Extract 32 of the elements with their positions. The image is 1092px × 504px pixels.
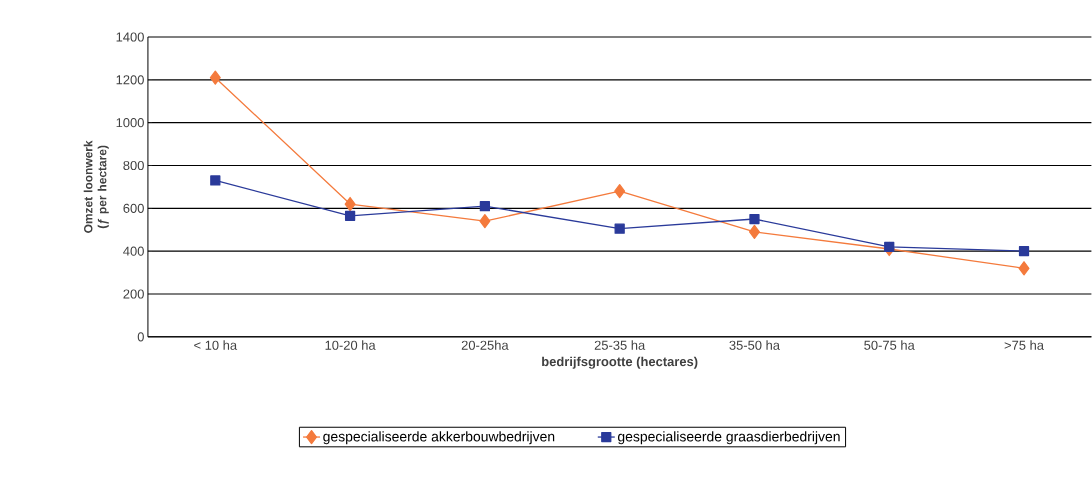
point — [614, 223, 625, 234]
y-tick-label: 800 — [123, 161, 144, 171]
legend-label: gespecialiseerde akkerbouwbedrijven — [323, 431, 555, 445]
y-tick-label: 400 — [123, 246, 144, 256]
point — [479, 214, 491, 229]
point — [884, 241, 895, 253]
point — [344, 197, 356, 212]
point — [479, 201, 491, 212]
y-tick-label: 1200 — [116, 75, 144, 85]
y-tick-label: 600 — [123, 203, 144, 214]
point — [614, 184, 626, 199]
y-tick-label: 1000 — [116, 118, 144, 128]
y-tick-label: 200 — [123, 289, 144, 299]
y-tick-label: 1400 — [116, 32, 144, 42]
x-tick-label: 50-75 ha — [864, 340, 915, 350]
y-tick-label: 0 — [137, 332, 144, 342]
x-tick-label: >75 ha — [1004, 340, 1044, 350]
x-tick-label: 10-20 ha — [325, 340, 376, 350]
x-tick-label: 35-50 ha — [729, 340, 780, 350]
point — [748, 224, 760, 240]
y-axis-title: Omzet loonwerk (ƒ per hectare) — [83, 140, 109, 234]
x-axis-title: bedrijfsgrootte (hectares) — [542, 356, 698, 369]
point — [749, 214, 760, 225]
legend-label: gespecialiseerde graasdierbedrijven — [617, 431, 840, 445]
x-tick-label: 25-35 ha — [594, 340, 646, 350]
point — [1018, 261, 1030, 276]
x-tick-label: < 10 ha — [194, 340, 238, 350]
point — [344, 210, 356, 222]
x-tick-label: 20-25ha — [461, 340, 509, 350]
point — [1018, 246, 1030, 257]
point — [209, 70, 221, 85]
point — [210, 175, 221, 186]
